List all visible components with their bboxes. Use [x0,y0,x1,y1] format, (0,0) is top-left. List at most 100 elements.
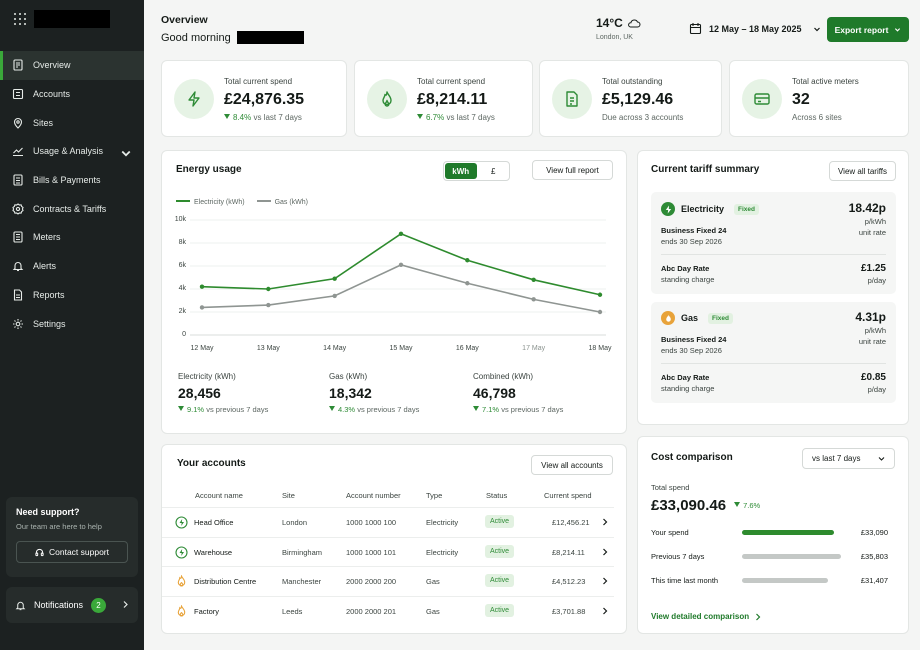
data-point[interactable] [597,309,603,315]
summary-electricity: Electricity (kWh) 28,456 9.1% vs previou… [178,372,268,414]
table-row[interactable]: Head Office London 1000 1000 100 Electri… [162,507,614,537]
data-point[interactable] [266,302,271,308]
tariff-plan-end: ends 30 Sep 2026 [661,237,722,246]
export-report-button[interactable]: Export report [827,17,909,42]
cost-bar-value: £31,407 [860,576,888,585]
kpi-card-meters: Total active meters 32 Across 6 sites [729,60,909,137]
data-point[interactable] [398,231,404,236]
table-row[interactable]: Warehouse Birmingham 1000 1000 101 Elect… [162,537,614,567]
page-header: Overview Good morning [161,14,304,44]
standing-label: standing charge [661,275,715,284]
comparison-period-select[interactable]: vs last 7 days [802,448,895,469]
cell-current-spend: £12,456.21 [552,518,590,527]
lightning-icon [188,91,200,107]
sidebar-item-accounts[interactable]: Accounts [0,80,144,109]
toggle-kwh[interactable]: kWh [445,163,477,179]
data-point[interactable] [531,297,536,302]
column-header-current-spend[interactable]: Current spend [544,491,592,500]
kpi-label: Total current spend [417,77,486,86]
chevron-right-icon[interactable] [602,518,608,526]
chevron-right-icon[interactable] [602,607,608,615]
data-point[interactable] [332,293,337,299]
lightning-icon [661,202,675,216]
data-point[interactable] [266,286,271,292]
cell-site: Leeds [282,607,303,616]
column-header-type[interactable]: Type [426,491,443,500]
data-point[interactable] [398,262,404,268]
contact-support-button[interactable]: Contact support [16,541,128,563]
sidebar-item-contracts[interactable]: Contracts & Tariffs [0,194,144,223]
tariff-fuel-header: Electricity Fixed [661,202,760,216]
data-point[interactable] [199,305,205,310]
notifications-button[interactable]: Notifications 2 [6,587,138,623]
app-grid-icon[interactable] [14,13,26,25]
summary-value: 28,456 [178,385,221,401]
sidebar-item-sites[interactable]: Sites [0,108,144,137]
toggle-gbp[interactable]: £ [491,166,496,176]
data-point[interactable] [597,292,603,297]
kpi-value: £24,876.35 [224,91,305,108]
data-point[interactable] [531,277,536,282]
status-badge: Active [485,574,515,587]
tariff-fuel-header: Gas Fixed [661,311,733,325]
flame-icon [661,311,675,325]
temperature: 14°C [596,16,623,30]
status-badge: Active [485,604,515,617]
view-all-tariffs-button[interactable]: View all tariffs [829,161,896,181]
chevron-right-icon[interactable] [602,577,608,585]
logo[interactable] [34,10,110,28]
sidebar-item-bills[interactable]: Bills & Payments [0,166,144,195]
tariff-electricity: Electricity Fixed Business Fixed 24 ends … [651,192,896,294]
tariff-fuel-name: Gas [681,313,699,323]
kpi-subtext: Due across 3 accounts [602,113,684,122]
select-value: vs last 7 days [812,454,861,463]
data-point[interactable] [332,276,337,281]
chevron-right-icon[interactable] [602,548,608,556]
location-pin-icon [13,117,23,129]
tariff-standing: Abc Day Rate standing charge [661,263,714,285]
view-detailed-comparison-link[interactable]: View detailed comparison [651,612,761,621]
cost-bar-value: £33,090 [860,528,888,537]
data-point[interactable] [465,281,470,286]
cell-type: Gas [426,577,440,586]
sidebar-item-usage[interactable]: Usage & Analysis [0,137,144,166]
column-header-account-number[interactable]: Account number [346,491,401,500]
summary-change-suffix: vs previous 7 days [501,405,564,414]
column-header-site[interactable]: Site [282,491,295,500]
flame-icon [175,575,188,588]
column-header-account-name[interactable]: Account name [195,491,243,500]
cost-bar-row: Your spend £33,090 [651,528,888,537]
cell-site: Manchester [282,577,322,586]
tariff-rate-unit: p/kWh [864,326,886,335]
kpi-icon-circle [742,79,782,119]
sidebar-item-reports[interactable]: Reports [0,281,144,310]
table-row[interactable]: Factory Leeds 2000 2000 201 Gas Active £… [162,596,614,626]
tariff-plan-name: Business Fixed 24 [661,226,727,235]
sidebar-nav: Overview Accounts Sites Usage & Analysis… [0,51,144,338]
sidebar-item-meters[interactable]: Meters [0,223,144,252]
sidebar-item-alerts[interactable]: Alerts [0,252,144,281]
chevron-down-icon [895,28,901,32]
standing-value: £0.85 [860,372,886,383]
sidebar-item-overview[interactable]: Overview [0,51,144,80]
data-point[interactable] [465,258,470,263]
summary-value: 18,342 [329,385,372,401]
sidebar-item-label: Contracts & Tariffs [33,203,107,214]
sidebar-item-settings[interactable]: Settings [0,309,144,338]
chevron-down-icon[interactable] [120,147,132,159]
column-header-status[interactable]: Status [486,491,508,500]
kpi-label: Total outstanding [602,77,663,86]
link-label: View detailed comparison [651,612,750,621]
table-row[interactable]: Distribution Centre Manchester 2000 2000… [162,566,614,596]
sidebar-item-label: Settings [33,318,66,329]
view-all-accounts-button[interactable]: View all accounts [531,455,613,475]
data-point[interactable] [199,284,205,289]
chevron-right-icon [123,601,128,608]
summary-gas: Gas (kWh) 18,342 4.3% vs previous 7 days [329,372,419,414]
date-range-picker[interactable]: 12 May – 18 May 2025 [689,22,821,35]
cost-bar-row: Previous 7 days £35,803 [651,552,888,561]
tariff-rate-label: unit rate [858,228,886,237]
view-full-report-button[interactable]: View full report [532,160,613,180]
fixed-badge: Fixed [734,203,760,215]
cell-account-name: Distribution Centre [194,577,257,586]
